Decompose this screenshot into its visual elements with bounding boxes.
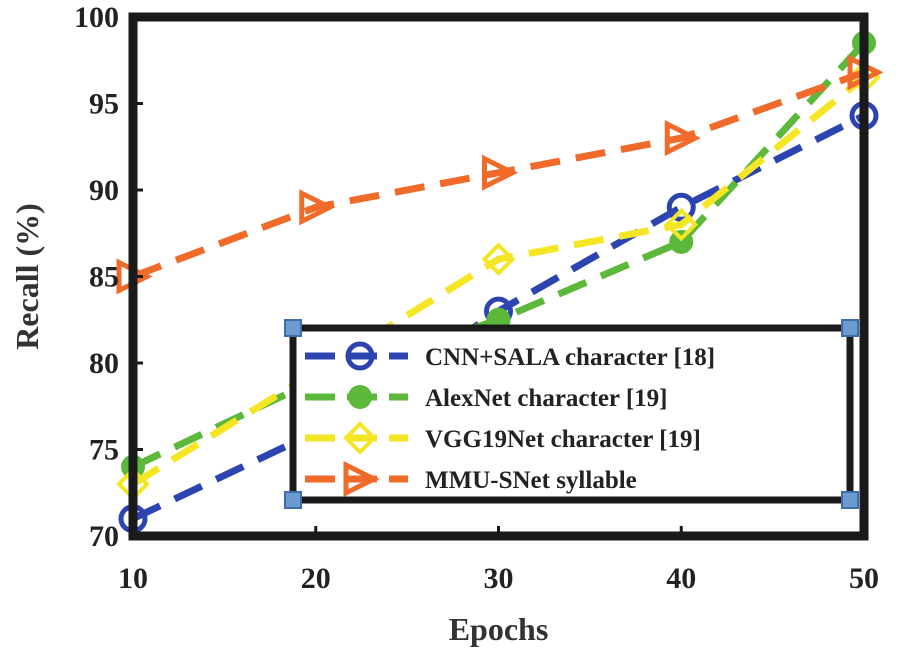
- legend-label: CNN+SALA character [18]: [425, 344, 715, 371]
- legend-label: AlexNet character [19]: [425, 385, 667, 412]
- series-line-3: [131, 74, 867, 488]
- data-point-4-3: [482, 154, 519, 191]
- legend-label: MMU-SNet syllable: [425, 467, 637, 494]
- data-point-3-3: [481, 242, 516, 277]
- x-axis-title: Epochs: [449, 611, 549, 647]
- data-point-2-4: [669, 229, 694, 254]
- x-tick-label: 20: [301, 562, 331, 595]
- data-point-1-4: [666, 192, 696, 222]
- legend-swatch-marker: [343, 460, 380, 498]
- series-line-4: [131, 69, 866, 280]
- y-tick-label: 85: [89, 261, 119, 294]
- x-tick-label: 10: [118, 562, 148, 595]
- legend-corner-handle: [841, 491, 859, 509]
- legend-corner-handle: [284, 491, 302, 509]
- legend-box: [289, 324, 854, 504]
- y-tick-label: 80: [89, 347, 119, 380]
- legend-corner-handle: [841, 319, 859, 337]
- legend-item-3: VGG19Net character [19]: [305, 421, 701, 455]
- ticks-layer: 10 20 30 40 50 70 75 80 85 90 95 100: [74, 1, 879, 595]
- x-tick-label: 50: [849, 562, 879, 595]
- data-point-4-4: [664, 120, 701, 157]
- legend-item-4: MMU-SNet syllable: [305, 460, 637, 498]
- y-tick-label: 75: [89, 434, 119, 467]
- legend-item-2: AlexNet character [19]: [305, 385, 667, 412]
- legend-swatch-marker: [343, 421, 377, 455]
- y-axis-title: Recall (%): [9, 203, 45, 350]
- legend-item-1: CNN+SALA character [18]: [305, 341, 715, 371]
- legend-label: VGG19Net character [19]: [425, 426, 701, 453]
- y-tick-label: 95: [89, 88, 119, 121]
- y-tick-label: 70: [89, 520, 119, 553]
- x-tick-label: 40: [666, 562, 696, 595]
- legend-swatch-marker: [345, 341, 375, 371]
- y-tick-label: 100: [74, 1, 119, 34]
- legend-corner-handle: [284, 319, 302, 337]
- data-point-4-2: [299, 189, 336, 226]
- y-tick-label: 90: [89, 174, 119, 207]
- x-tick-label: 30: [484, 562, 514, 595]
- legend-swatch-marker: [348, 385, 372, 409]
- legend: CNN+SALA character [18] AlexNet character…: [284, 319, 859, 509]
- data-point-3-4: [664, 207, 699, 242]
